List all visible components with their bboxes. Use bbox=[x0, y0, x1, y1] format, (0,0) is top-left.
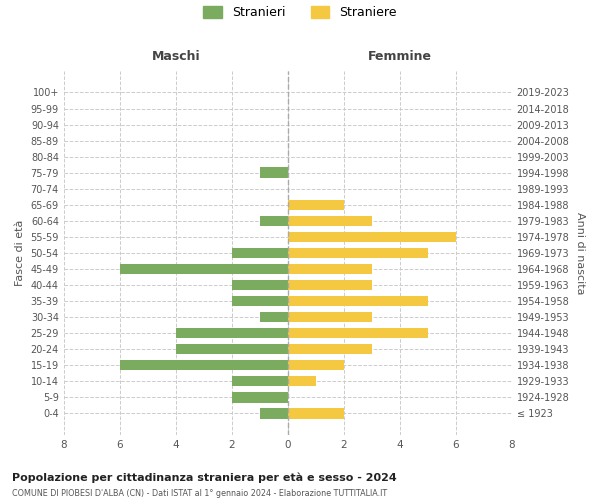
Text: COMUNE DI PIOBESI D'ALBA (CN) - Dati ISTAT al 1° gennaio 2024 - Elaborazione TUT: COMUNE DI PIOBESI D'ALBA (CN) - Dati IST… bbox=[12, 489, 387, 498]
Y-axis label: Anni di nascita: Anni di nascita bbox=[575, 212, 585, 294]
Bar bbox=[288, 328, 428, 338]
Bar bbox=[288, 232, 456, 242]
Bar bbox=[288, 312, 372, 322]
Bar bbox=[288, 360, 344, 370]
Bar bbox=[288, 248, 428, 258]
Bar bbox=[232, 392, 288, 402]
Bar bbox=[120, 360, 288, 370]
Bar bbox=[120, 264, 288, 274]
Bar bbox=[288, 408, 344, 418]
Bar bbox=[260, 312, 288, 322]
Bar bbox=[288, 264, 372, 274]
Bar bbox=[232, 248, 288, 258]
Bar bbox=[288, 280, 372, 290]
Bar bbox=[288, 296, 428, 306]
Text: Popolazione per cittadinanza straniera per età e sesso - 2024: Popolazione per cittadinanza straniera p… bbox=[12, 472, 397, 483]
Y-axis label: Fasce di età: Fasce di età bbox=[15, 220, 25, 286]
Bar bbox=[232, 280, 288, 290]
Bar bbox=[260, 216, 288, 226]
Bar bbox=[176, 328, 288, 338]
Text: Maschi: Maschi bbox=[151, 50, 200, 64]
Bar bbox=[288, 200, 344, 210]
Bar bbox=[260, 408, 288, 418]
Bar bbox=[288, 376, 316, 386]
Bar bbox=[288, 216, 372, 226]
Text: Femmine: Femmine bbox=[368, 50, 432, 64]
Bar bbox=[232, 296, 288, 306]
Bar bbox=[288, 344, 372, 354]
Legend: Stranieri, Straniere: Stranieri, Straniere bbox=[198, 1, 402, 24]
Bar bbox=[176, 344, 288, 354]
Bar bbox=[232, 376, 288, 386]
Bar bbox=[260, 168, 288, 178]
